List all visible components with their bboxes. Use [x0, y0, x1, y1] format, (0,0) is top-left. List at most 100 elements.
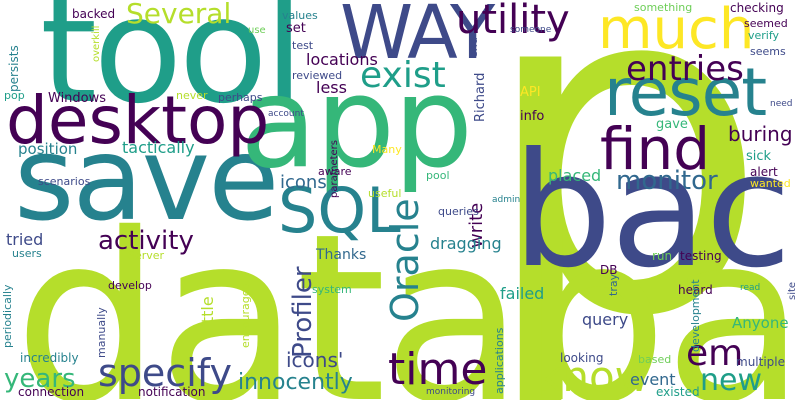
word-buring: buring — [728, 122, 793, 146]
word-years: years — [4, 364, 76, 394]
word-periodically: periodically — [1, 284, 14, 348]
word-little: little — [198, 296, 217, 332]
word-find: find — [600, 115, 711, 183]
word-DB: DB — [600, 263, 618, 277]
word-verify: verify — [748, 29, 780, 42]
word-aware: aware — [318, 165, 352, 178]
word-back: back — [512, 119, 800, 303]
word-gave: gave — [656, 117, 688, 132]
word-persists: persists — [7, 45, 21, 92]
word-desktop: desktop — [6, 82, 270, 159]
word-API: API — [520, 85, 541, 100]
word-save: save — [14, 112, 280, 247]
word-info: info — [520, 109, 545, 124]
word-based: based — [638, 353, 672, 366]
word-less: less — [316, 78, 347, 97]
word-failed: failed — [500, 284, 545, 303]
word-position: position — [18, 140, 78, 158]
word-WAY: WAY — [340, 0, 495, 76]
word-event: event — [630, 370, 676, 389]
word-tray: tray — [607, 273, 620, 296]
word-time: time — [388, 344, 488, 395]
word-wanted: wanted — [750, 177, 791, 190]
word-applications: applications — [493, 327, 506, 394]
word-tried: tried — [6, 230, 44, 249]
word-exist: exist — [360, 55, 446, 96]
word-dragging: dragging — [430, 234, 502, 253]
word-looking: looking — [560, 351, 604, 365]
word-something: something — [634, 1, 693, 14]
word-SQL: SQL — [278, 174, 401, 247]
word-values: values — [282, 9, 318, 22]
word-test: test — [292, 39, 314, 52]
word-useful: useful — [368, 187, 402, 200]
word-app: app — [240, 49, 473, 196]
word-know: know — [538, 352, 649, 400]
word-reset: reset — [604, 54, 767, 131]
word-notification: notification — [138, 385, 206, 399]
word-someone: someone — [510, 25, 552, 35]
word-heard: heard — [678, 283, 713, 297]
word-seems: seems — [750, 45, 786, 58]
word-connection: connection — [18, 385, 85, 399]
word-testing: testing — [680, 249, 722, 263]
word-much: much — [598, 0, 755, 62]
word-site: site — [787, 281, 798, 300]
word-end: end — [467, 37, 480, 58]
word-Anyone: Anyone — [732, 314, 789, 332]
word-Server: Server — [128, 249, 165, 262]
word-multiple: multiple — [736, 355, 786, 369]
word-run: run — [652, 249, 673, 263]
word-account: account — [268, 109, 304, 119]
word-pop: pop — [4, 89, 25, 102]
word-locations: locations — [306, 50, 378, 69]
word-develop: develop — [108, 279, 152, 292]
word-perhaps: perhaps — [218, 91, 263, 104]
word-innocently: innocently — [238, 370, 353, 395]
word-em: em — [686, 333, 744, 374]
word-backed: backed — [72, 7, 116, 21]
word-Richard: Richard — [473, 72, 488, 122]
word-incredibly: incredibly — [20, 351, 79, 365]
word-tool: tool — [40, 0, 304, 136]
word-admin: admin — [492, 195, 521, 205]
word-Oracle: Oracle — [383, 198, 427, 322]
word-development: development — [689, 279, 702, 352]
word-placed: placed — [548, 166, 602, 185]
word-overkill: overkill — [91, 25, 102, 62]
word-database: database — [14, 184, 800, 400]
word-existed: existed — [656, 385, 700, 399]
word-icons: icons — [280, 172, 327, 193]
word-Thanks: Thanks — [316, 247, 367, 263]
word-alert: alert — [750, 165, 778, 179]
word-Windows: Windows — [48, 91, 107, 106]
word-reviewed: reviewed — [292, 69, 343, 82]
word-sick: sick — [746, 149, 772, 164]
word-use: use — [248, 25, 266, 36]
word-scenarios: scenarios — [38, 175, 91, 188]
word-checking: checking — [730, 1, 784, 15]
word-Several: Several — [126, 0, 232, 30]
word-specify: specify — [98, 351, 232, 395]
word-monitoring: monitoring — [426, 387, 476, 397]
word-system: system — [312, 283, 352, 296]
word-icons-quote: icons' — [286, 348, 344, 372]
word-activity: activity — [98, 226, 194, 256]
word-need: need — [770, 99, 793, 109]
word-set: set — [286, 21, 306, 36]
word-p: p — [478, 0, 770, 400]
word-pool: pool — [426, 169, 450, 182]
word-manually: manually — [95, 307, 108, 358]
word-queries: queries — [438, 205, 479, 218]
word-entries: entries — [626, 49, 744, 89]
word-encouraged: encouraged — [239, 282, 252, 348]
word-users: users — [12, 247, 42, 260]
word-utility: utility — [456, 0, 570, 43]
word-seemed: seemed — [744, 17, 788, 30]
word-new: new — [700, 363, 763, 398]
word-Many: Many — [372, 143, 402, 156]
word-read: read — [740, 283, 761, 293]
word-Profiler: Profiler — [288, 266, 318, 358]
word-query: query — [582, 310, 629, 329]
